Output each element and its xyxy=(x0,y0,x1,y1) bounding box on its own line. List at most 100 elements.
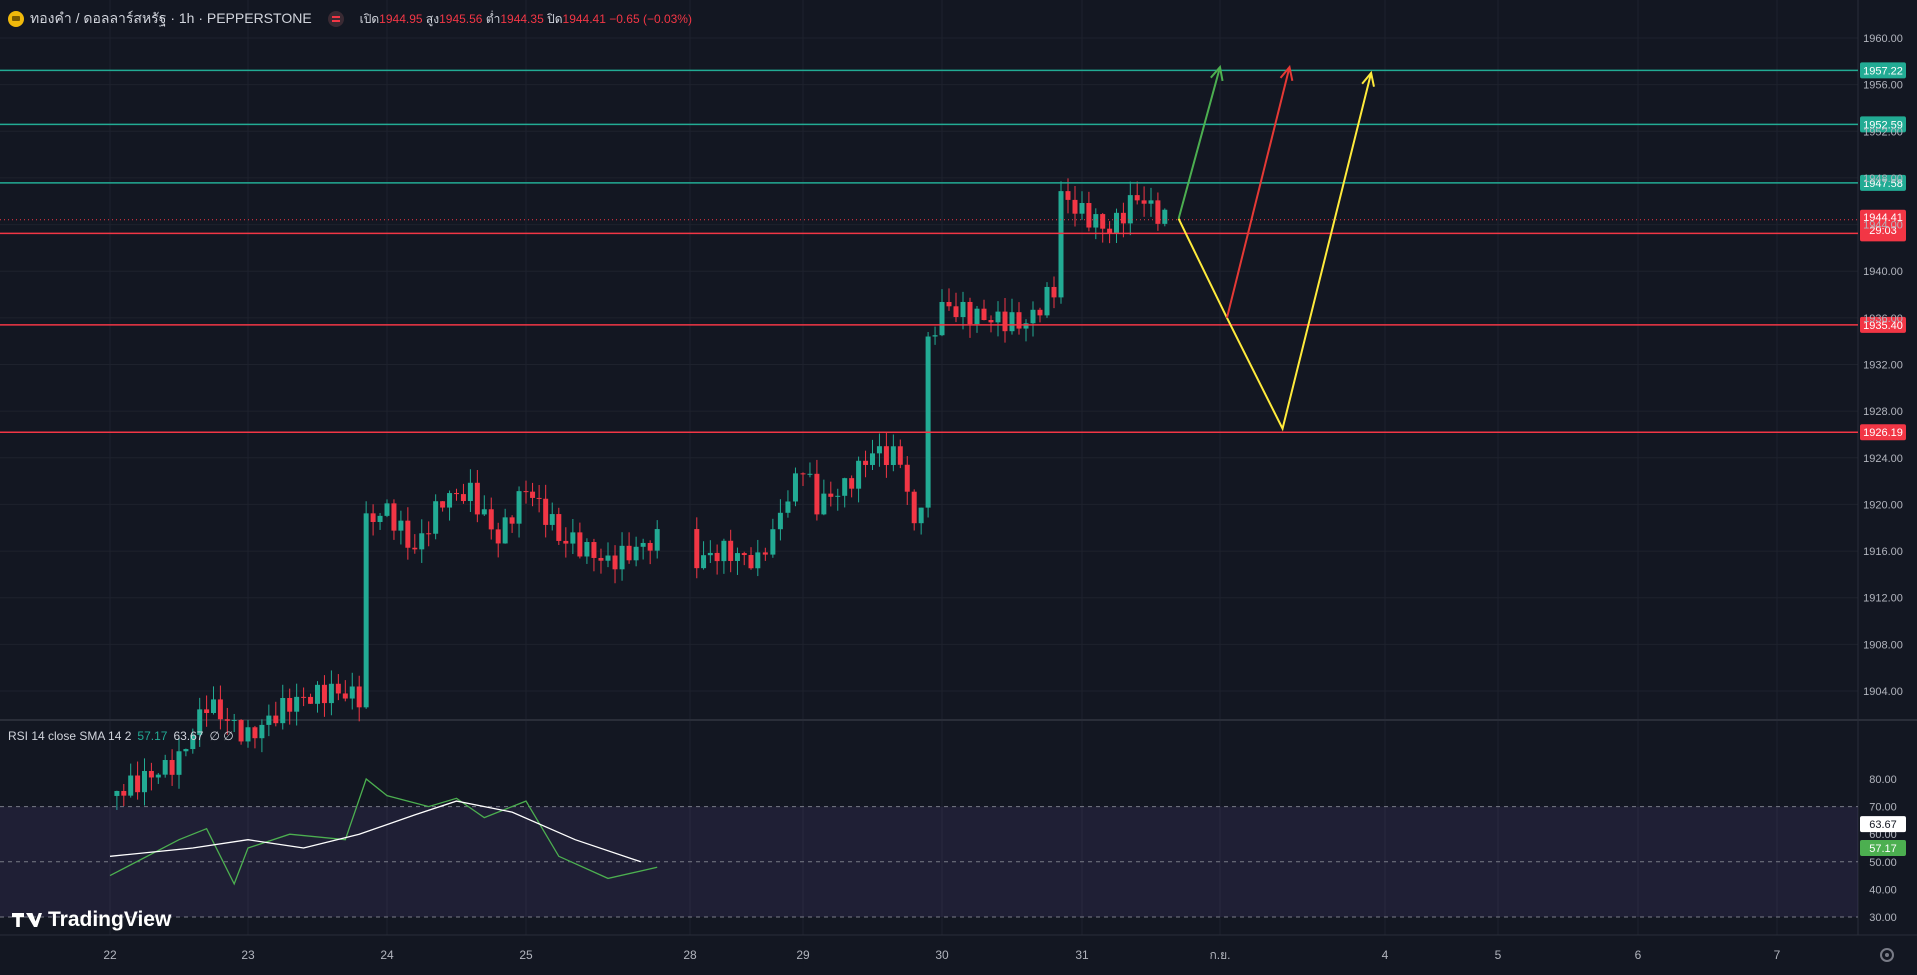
candle-body xyxy=(714,552,720,562)
candle-body xyxy=(563,540,569,544)
candle-body xyxy=(536,497,542,499)
candle-body xyxy=(1079,203,1085,214)
low-value: 1944.35 xyxy=(500,11,544,26)
candle-body xyxy=(1100,214,1106,229)
candle-body xyxy=(294,696,300,712)
price-tick-label: 1908.00 xyxy=(1863,639,1903,651)
countdown-label: 29:03 xyxy=(1869,225,1897,237)
rsi-header: RSI 14 close SMA 14 2 57.17 63.67 ∅ ∅ xyxy=(8,729,234,743)
level-label: 1952.59 xyxy=(1863,119,1903,131)
level-label: 1935.40 xyxy=(1863,320,1903,332)
candle-body xyxy=(523,491,529,493)
candle-body xyxy=(701,555,707,569)
chart-header: ทองคำ / ดอลลาร์สหรัฐ · 1h · PEPPERSTONE … xyxy=(8,10,692,28)
arrow-head-green xyxy=(1210,64,1224,82)
candle-body xyxy=(995,311,1001,323)
candle-body xyxy=(974,308,980,325)
candle-body xyxy=(925,336,931,508)
candle-body xyxy=(800,473,806,475)
candle-body xyxy=(1072,199,1078,214)
rsi-tick-label: 60.00 xyxy=(1869,829,1897,841)
level-label-bg xyxy=(1860,62,1906,79)
candle-body xyxy=(217,699,223,720)
candle-body xyxy=(176,751,182,775)
candle-body xyxy=(1134,195,1140,201)
rsi-value-label: 57.17 xyxy=(1869,843,1897,855)
candle-body xyxy=(570,532,576,544)
rsi-tick-label: 70.00 xyxy=(1869,802,1897,814)
candle-body xyxy=(447,493,453,508)
scenario-arrow-yellow xyxy=(1177,72,1373,432)
candle-body xyxy=(1002,311,1008,332)
candle-body xyxy=(426,533,432,535)
rsi-line xyxy=(109,777,658,886)
candle-body xyxy=(953,306,959,318)
candle-body xyxy=(741,553,747,556)
candle-body xyxy=(1162,209,1168,224)
candle-body xyxy=(939,301,945,336)
close-label: ปิด xyxy=(547,11,563,26)
time-tick-label: 6 xyxy=(1635,948,1642,962)
candle-body xyxy=(280,697,286,724)
level-label-bg xyxy=(1860,424,1906,441)
candle-body xyxy=(1065,191,1071,200)
candle-body xyxy=(1114,212,1119,234)
candle-body xyxy=(946,301,952,307)
candle-body xyxy=(762,552,768,555)
candle-body xyxy=(454,493,459,495)
candle-body xyxy=(777,512,783,530)
candle-body xyxy=(1107,228,1113,234)
candle-body xyxy=(204,709,210,713)
level-label: 1947.58 xyxy=(1863,178,1903,190)
market-status-icon[interactable] xyxy=(327,11,344,27)
candle-body xyxy=(543,498,549,525)
price-tick-label: 1936.00 xyxy=(1863,313,1903,325)
current-price-label: 1944.41 xyxy=(1863,212,1903,224)
rsi-tick-label: 40.00 xyxy=(1869,884,1897,896)
candle-body xyxy=(308,696,314,704)
gold-symbol-icon xyxy=(8,11,24,27)
low-label: ต่ำ xyxy=(485,11,501,26)
candle-body xyxy=(238,719,244,742)
rsi-tick-label: 80.00 xyxy=(1869,774,1897,786)
candle-body xyxy=(814,473,820,515)
candle-body xyxy=(842,478,848,496)
candle-body xyxy=(162,760,168,775)
gear-icon[interactable] xyxy=(1880,948,1894,962)
candle-body xyxy=(190,734,196,750)
candle-body xyxy=(516,491,522,524)
candle-body xyxy=(287,697,293,712)
candle-body xyxy=(259,724,265,739)
candle-body xyxy=(135,775,141,793)
candle-body xyxy=(1051,286,1057,298)
candle-body xyxy=(405,520,411,548)
candle-body xyxy=(1058,191,1064,298)
candle-body xyxy=(301,696,307,698)
candle-body xyxy=(169,760,175,775)
candle-body xyxy=(252,727,258,739)
candle-body xyxy=(598,557,604,561)
candle-body xyxy=(549,514,555,525)
candle-body xyxy=(363,513,369,708)
time-tick-label: 22 xyxy=(103,948,117,962)
candle-body xyxy=(231,719,237,721)
candle-body xyxy=(273,715,279,724)
rsi-label[interactable]: RSI 14 close SMA 14 2 xyxy=(8,729,132,743)
level-label: 1926.19 xyxy=(1863,427,1903,439)
candle-body xyxy=(863,460,869,465)
candle-body xyxy=(1148,200,1154,204)
candle-body xyxy=(890,446,896,466)
candle-body xyxy=(605,555,611,561)
candle-body xyxy=(770,529,776,555)
candle-body xyxy=(335,683,341,694)
candle-body xyxy=(932,335,938,337)
rsi-tick-label: 30.00 xyxy=(1869,912,1897,924)
symbol-title[interactable]: ทองคำ / ดอลลาร์สหรัฐ · 1h · PEPPERSTONE xyxy=(30,10,312,26)
time-tick-label: 24 xyxy=(380,948,394,962)
close-value: 1944.41 xyxy=(562,11,606,26)
time-tick-label: 5 xyxy=(1495,948,1502,962)
scenario-arrow-green xyxy=(1177,66,1221,220)
candle-body xyxy=(721,540,727,562)
tradingview-logo[interactable]: TradingView xyxy=(12,908,171,932)
